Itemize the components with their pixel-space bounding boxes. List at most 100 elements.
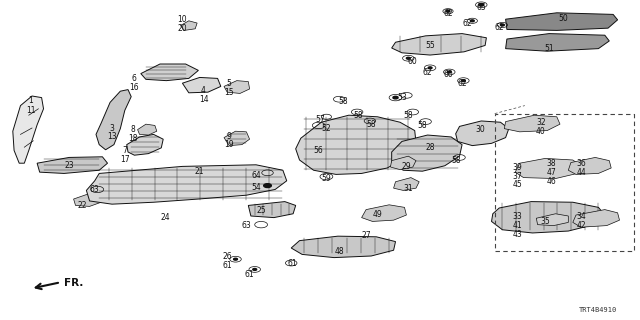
Text: 30: 30 <box>475 125 485 134</box>
Circle shape <box>253 268 257 270</box>
Polygon shape <box>127 134 163 155</box>
Text: 62: 62 <box>494 23 504 32</box>
Text: 58: 58 <box>417 121 428 130</box>
Text: 31: 31 <box>403 184 413 193</box>
Text: 61: 61 <box>222 261 232 270</box>
Circle shape <box>479 4 484 6</box>
Polygon shape <box>13 96 44 163</box>
Text: 11: 11 <box>26 106 35 115</box>
Text: 5: 5 <box>227 79 232 88</box>
Polygon shape <box>296 115 416 174</box>
Text: 51: 51 <box>544 44 554 53</box>
Circle shape <box>470 20 474 22</box>
Text: 57: 57 <box>315 115 325 124</box>
Text: 61: 61 <box>287 260 297 268</box>
Text: 14: 14 <box>198 95 209 104</box>
Text: 8: 8 <box>131 125 136 134</box>
Text: 23: 23 <box>64 161 74 170</box>
Text: 19: 19 <box>224 140 234 149</box>
Circle shape <box>428 67 432 69</box>
Text: 35: 35 <box>540 217 550 226</box>
Polygon shape <box>74 195 101 206</box>
Text: 6: 6 <box>132 74 137 83</box>
Text: 58: 58 <box>403 111 413 120</box>
Polygon shape <box>515 158 581 179</box>
Text: 36: 36 <box>576 159 586 168</box>
Polygon shape <box>504 115 560 132</box>
Polygon shape <box>392 135 462 171</box>
Polygon shape <box>506 13 618 30</box>
Polygon shape <box>291 236 396 258</box>
Text: 60: 60 <box>443 70 453 79</box>
Text: 65: 65 <box>476 3 486 12</box>
Text: 16: 16 <box>129 83 140 92</box>
Polygon shape <box>138 124 157 135</box>
Text: 22: 22 <box>77 201 86 210</box>
Text: 41: 41 <box>512 221 522 230</box>
Text: 64: 64 <box>251 171 261 180</box>
Text: 20: 20 <box>177 24 188 33</box>
Text: 28: 28 <box>426 143 435 152</box>
Text: 10: 10 <box>177 15 188 24</box>
Polygon shape <box>248 202 296 218</box>
Polygon shape <box>180 21 197 30</box>
Polygon shape <box>506 34 609 51</box>
Text: 62: 62 <box>457 79 467 88</box>
Text: 13: 13 <box>107 132 117 141</box>
Text: 18: 18 <box>129 134 138 143</box>
Text: 32: 32 <box>536 118 546 127</box>
Text: 37: 37 <box>512 172 522 180</box>
Text: 48: 48 <box>334 247 344 256</box>
Text: 62: 62 <box>443 9 453 18</box>
Text: 62: 62 <box>462 19 472 28</box>
Text: 62: 62 <box>422 68 433 76</box>
Polygon shape <box>224 131 250 146</box>
Text: 33: 33 <box>512 212 522 221</box>
Polygon shape <box>37 157 108 173</box>
Text: 17: 17 <box>120 155 130 164</box>
Text: 40: 40 <box>536 127 546 136</box>
Circle shape <box>234 258 237 260</box>
Polygon shape <box>390 156 416 170</box>
Text: 34: 34 <box>576 212 586 221</box>
Text: 61: 61 <box>244 270 255 279</box>
Text: 43: 43 <box>512 230 522 239</box>
Text: 42: 42 <box>576 221 586 230</box>
Polygon shape <box>492 202 605 233</box>
Circle shape <box>446 10 450 12</box>
Text: 53: 53 <box>397 93 407 102</box>
Text: 3: 3 <box>109 124 115 132</box>
Text: 56: 56 <box>313 146 323 155</box>
Text: 1: 1 <box>28 96 33 105</box>
Polygon shape <box>456 121 509 146</box>
Text: 52: 52 <box>321 124 332 133</box>
Text: 26: 26 <box>222 252 232 261</box>
Text: 29: 29 <box>401 162 412 171</box>
Polygon shape <box>86 165 287 204</box>
Circle shape <box>447 71 451 73</box>
Polygon shape <box>392 34 486 55</box>
Text: 25: 25 <box>256 206 266 215</box>
Text: 47: 47 <box>547 168 557 177</box>
Text: 24: 24 <box>160 213 170 222</box>
Text: 54: 54 <box>251 183 261 192</box>
Text: 63: 63 <box>90 185 100 194</box>
Text: 58: 58 <box>338 97 348 106</box>
Text: 60: 60 <box>408 57 418 66</box>
Text: 58: 58 <box>366 120 376 129</box>
Circle shape <box>406 57 410 59</box>
Text: 55: 55 <box>425 41 435 50</box>
Text: 44: 44 <box>576 168 586 177</box>
Text: 49: 49 <box>372 210 383 219</box>
Circle shape <box>393 96 398 99</box>
Polygon shape <box>362 205 406 221</box>
Text: 38: 38 <box>547 159 557 168</box>
Circle shape <box>500 24 504 26</box>
Text: 15: 15 <box>224 88 234 97</box>
Polygon shape <box>568 157 611 174</box>
Text: 46: 46 <box>547 177 557 186</box>
Polygon shape <box>573 210 620 227</box>
Circle shape <box>461 80 465 82</box>
Text: 39: 39 <box>512 163 522 172</box>
Circle shape <box>264 184 271 188</box>
